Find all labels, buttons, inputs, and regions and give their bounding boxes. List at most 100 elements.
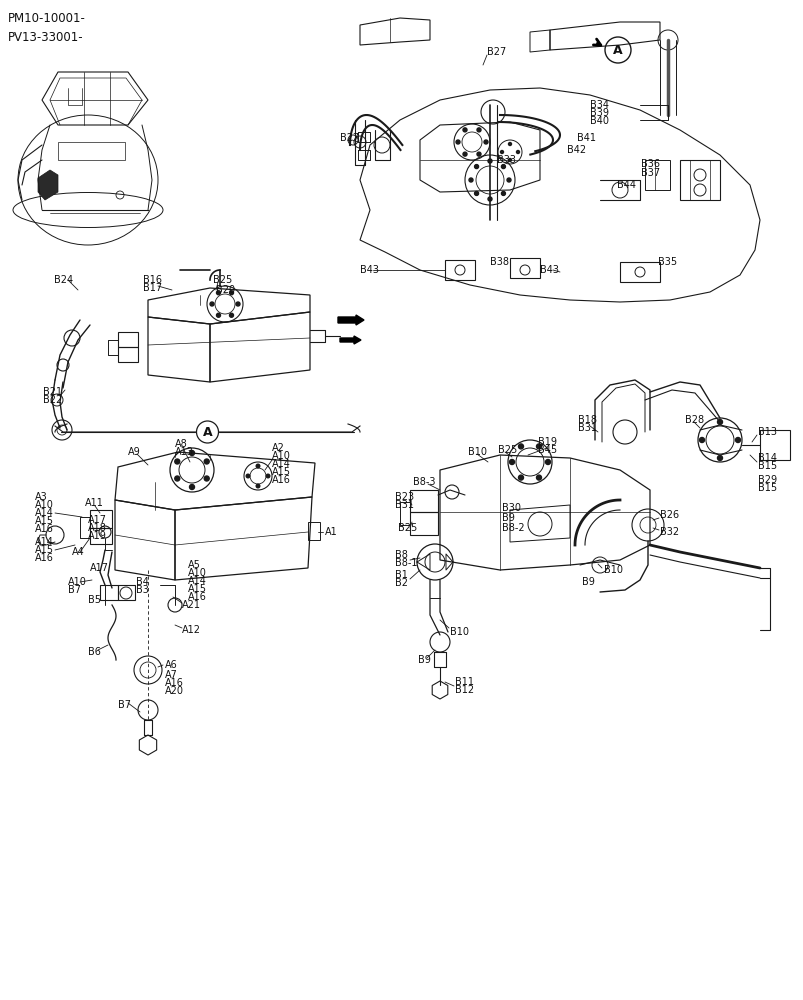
Text: B20: B20 <box>216 285 234 295</box>
Text: B7: B7 <box>68 585 81 595</box>
Text: B25: B25 <box>397 523 417 533</box>
Text: A20: A20 <box>165 686 184 696</box>
Text: B8-2: B8-2 <box>501 523 524 533</box>
Text: PM10-10001-
PV13-33001-: PM10-10001- PV13-33001- <box>8 12 86 44</box>
Text: B10: B10 <box>450 627 468 637</box>
Text: B9: B9 <box>418 655 430 665</box>
Circle shape <box>507 159 511 162</box>
Text: A14: A14 <box>271 459 291 469</box>
Text: B26: B26 <box>659 510 679 520</box>
Circle shape <box>455 140 459 144</box>
Text: B43: B43 <box>540 265 558 275</box>
Circle shape <box>236 302 240 306</box>
Text: B40: B40 <box>589 116 608 126</box>
Circle shape <box>507 178 511 182</box>
Text: B15: B15 <box>757 461 777 471</box>
Text: A14: A14 <box>188 576 206 586</box>
Circle shape <box>190 485 194 489</box>
Text: A16: A16 <box>165 678 184 688</box>
Circle shape <box>463 152 467 156</box>
Text: A10: A10 <box>35 500 54 510</box>
Text: A13: A13 <box>175 447 194 457</box>
Circle shape <box>735 438 740 442</box>
Text: B18: B18 <box>577 415 597 425</box>
Text: A11: A11 <box>85 498 104 508</box>
Polygon shape <box>38 170 58 200</box>
Text: B8-1: B8-1 <box>394 558 417 568</box>
Circle shape <box>500 151 503 154</box>
Text: A12: A12 <box>181 625 201 635</box>
Text: A9: A9 <box>128 447 141 457</box>
Text: B43: B43 <box>360 265 378 275</box>
Circle shape <box>474 191 478 195</box>
Text: B39: B39 <box>589 108 608 118</box>
Text: B19: B19 <box>537 437 556 447</box>
Text: B30: B30 <box>501 503 520 513</box>
Text: B29: B29 <box>757 475 777 485</box>
Circle shape <box>501 165 505 169</box>
Circle shape <box>536 475 541 480</box>
Circle shape <box>246 474 250 478</box>
Circle shape <box>518 444 523 449</box>
Circle shape <box>509 460 514 464</box>
Text: A18: A18 <box>88 523 107 533</box>
Text: B2: B2 <box>394 578 407 588</box>
Text: B23: B23 <box>394 492 414 502</box>
Circle shape <box>174 459 180 464</box>
Text: B21: B21 <box>43 387 62 397</box>
Circle shape <box>204 476 209 481</box>
Text: A7: A7 <box>165 670 177 680</box>
Text: A: A <box>613 44 622 57</box>
Text: A21: A21 <box>181 600 201 610</box>
Text: B10: B10 <box>467 447 487 457</box>
Text: A6: A6 <box>165 660 177 670</box>
Text: B15: B15 <box>757 483 777 493</box>
Circle shape <box>516 151 519 154</box>
Text: A14: A14 <box>35 537 54 547</box>
Text: A: A <box>202 426 212 438</box>
Text: A10: A10 <box>188 568 206 578</box>
Text: A16: A16 <box>35 524 54 534</box>
Text: B22: B22 <box>43 395 62 405</box>
Text: A15: A15 <box>188 584 206 594</box>
Text: A15: A15 <box>35 516 54 526</box>
Text: B35: B35 <box>657 257 676 267</box>
Text: A3: A3 <box>35 492 47 502</box>
Text: A16: A16 <box>188 592 206 602</box>
Circle shape <box>210 302 214 306</box>
Circle shape <box>216 291 220 295</box>
Circle shape <box>476 152 480 156</box>
Text: A10: A10 <box>68 577 87 587</box>
Text: A15: A15 <box>35 545 54 555</box>
Text: A14: A14 <box>35 508 54 518</box>
Circle shape <box>190 450 194 456</box>
Text: A19: A19 <box>88 531 107 541</box>
Text: B11: B11 <box>454 677 474 687</box>
Circle shape <box>536 444 541 449</box>
Text: B25: B25 <box>497 445 516 455</box>
Circle shape <box>544 460 550 464</box>
Text: B14: B14 <box>757 453 776 463</box>
Text: B34: B34 <box>589 100 608 110</box>
Text: B36: B36 <box>640 159 659 169</box>
Text: A10: A10 <box>271 451 291 461</box>
Text: B37: B37 <box>640 168 659 178</box>
Circle shape <box>487 197 491 201</box>
Circle shape <box>468 178 472 182</box>
Circle shape <box>487 159 491 163</box>
Circle shape <box>174 476 180 481</box>
Text: B4: B4 <box>136 577 149 587</box>
Text: B8: B8 <box>394 550 407 560</box>
Text: B31: B31 <box>394 500 414 510</box>
Text: B24: B24 <box>54 275 73 285</box>
Text: B27: B27 <box>487 47 506 57</box>
Text: A2: A2 <box>271 443 284 453</box>
Text: B1: B1 <box>394 570 407 580</box>
Text: B16: B16 <box>143 275 161 285</box>
Circle shape <box>216 313 220 317</box>
Text: A16: A16 <box>35 553 54 563</box>
Circle shape <box>501 191 505 195</box>
Text: A17: A17 <box>88 515 107 525</box>
Text: B32: B32 <box>659 527 679 537</box>
Text: A8: A8 <box>175 439 188 449</box>
